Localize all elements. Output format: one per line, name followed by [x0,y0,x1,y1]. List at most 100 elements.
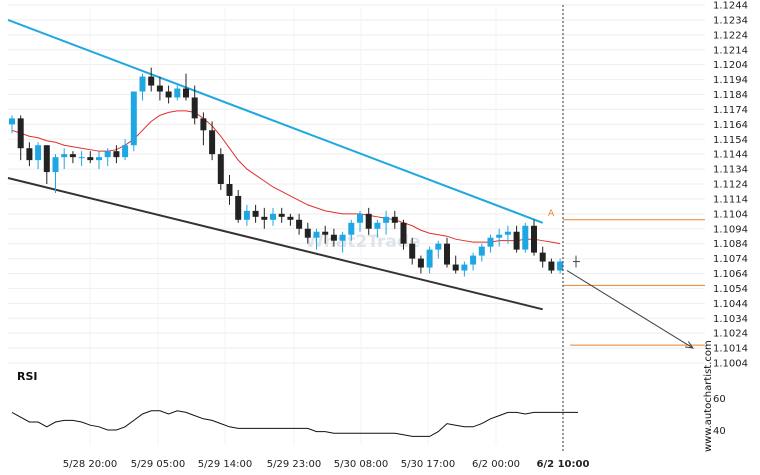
rsi-line [11,410,561,437]
rsi-panel: 60 40 [11,394,726,437]
price-axis: 1.1244 1.1234 1.1224 1.1214 1.1204 1.1194 1.11… [713,1,748,370]
candle-body [174,88,181,98]
candle [478,243,485,262]
price-tick-label: 1.1044 [713,299,748,310]
candle [183,73,189,101]
candle-body [9,118,15,125]
candle [139,73,146,101]
candle [156,76,163,101]
candle-body [104,151,111,158]
candle-body [496,234,503,238]
candle [96,151,102,170]
price-tick-label: 1.1134 [713,165,748,176]
price-tick-label: 1.1194 [713,75,748,86]
forecast-arrow [566,270,695,349]
forecast-arrow-head [685,341,695,349]
candle-body [235,195,242,220]
candle-body [165,91,172,98]
candle [374,219,381,238]
candle [391,210,398,229]
candle-body [461,264,468,271]
candle [417,255,424,274]
candle [339,231,346,253]
candle-body [557,261,564,271]
candle [496,228,503,247]
candle [235,189,242,223]
price-tick-label: 1.1144 [713,150,748,161]
candle [304,222,311,244]
candle-body [313,231,320,238]
candle-body [470,255,477,265]
candle-body [122,145,129,158]
price-tick-label: 1.1114 [713,194,748,205]
candle [330,228,337,247]
rsi-label: RSI [17,370,38,383]
candle-body [531,225,537,253]
candle-body [374,222,381,229]
price-tick-label: 1.1244 [713,1,748,12]
candle [35,142,42,170]
candle-body [96,157,102,161]
price-tick-label: 1.1054 [713,284,748,295]
price-tick-label: 1.1184 [713,90,748,101]
upper-channel-line [7,18,544,224]
candle-body [522,225,529,250]
price-tick-label: 1.1224 [713,30,748,41]
time-tick-label: 5/29 14:00 [198,459,252,470]
candle [539,246,546,268]
time-tick-label: 5/30 17:00 [401,459,455,470]
candle [522,222,529,253]
moving-average [11,110,561,245]
candle [278,207,285,223]
candle-body [261,216,268,220]
price-tick-label: 1.1234 [713,15,748,26]
candle-body [330,234,337,241]
price-tick-label: 1.1064 [713,269,748,280]
candle [470,252,477,271]
candle [17,115,24,161]
candle-body [270,213,276,220]
time-tick-label: 5/29 23:00 [267,459,321,470]
candle [531,219,537,256]
candle-body [217,154,224,184]
candle [122,139,129,161]
candle-body [209,130,216,155]
candle [487,234,494,253]
rsi-tick-label: 60 [713,394,726,405]
candle-body [183,88,189,98]
price-tick-label: 1.1104 [713,209,748,220]
candle-body [113,151,120,158]
level-marker-label: A [548,209,555,219]
candle-body [339,234,346,241]
forecast-arrow-line [566,270,694,349]
lower-channel-line [7,177,543,311]
candle-body [243,210,250,220]
candle [69,151,76,164]
candle-body [156,85,163,92]
candle-body [52,157,59,173]
candle-body [69,154,76,158]
candle [174,85,181,101]
candle [148,67,155,92]
candle-body [43,145,50,173]
candle-body [426,249,433,268]
price-tick-label: 1.1014 [713,344,748,355]
candle [104,148,111,167]
candle-body [226,184,233,196]
candle-body [357,213,363,223]
candle-body [391,216,398,223]
candle-body [365,213,372,229]
ma-line [11,110,561,245]
candle [113,145,120,164]
candle [287,213,294,226]
candle [365,207,372,235]
candle [52,154,59,193]
candle [444,237,450,268]
candle [261,207,268,229]
candle [296,213,303,235]
candle [348,219,355,241]
candle-body [87,157,94,161]
channel-lines [7,18,544,311]
candle-body [348,222,355,235]
